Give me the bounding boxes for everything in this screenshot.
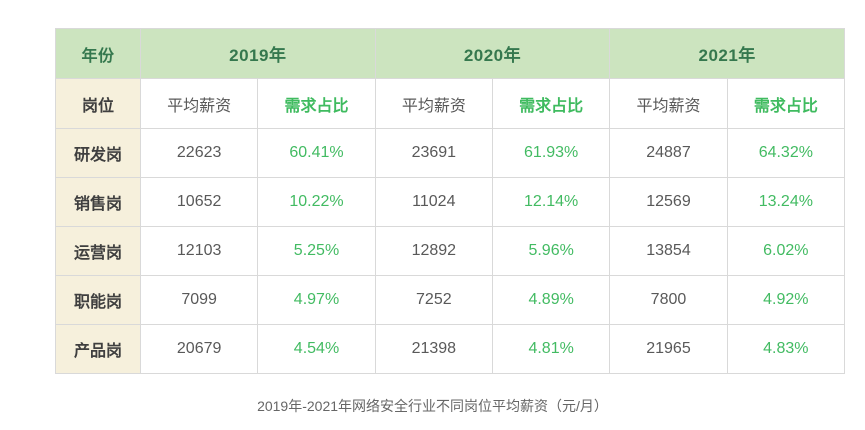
salary-header-2021: 平均薪资 <box>609 78 728 129</box>
year-header-row: 年份 2019年 2020年 2021年 <box>55 28 845 79</box>
metric-header-row: 岗位 平均薪资 需求占比 平均薪资 需求占比 平均薪资 需求占比 <box>55 78 846 129</box>
salary-value: 24887 <box>609 128 728 178</box>
salary-header-2020: 平均薪资 <box>374 78 493 129</box>
table-row-ops: 运营岗 12103 5.25% 12892 5.96% 13854 6.02% <box>55 226 846 276</box>
position-label: 销售岗 <box>55 177 141 227</box>
position-label: 研发岗 <box>55 128 141 178</box>
salary-header-2019: 平均薪资 <box>139 78 259 129</box>
demand-value: 4.92% <box>726 275 846 325</box>
demand-value: 12.14% <box>491 177 611 227</box>
demand-value: 64.32% <box>726 128 846 178</box>
table-row-rd: 研发岗 22623 60.41% 23691 61.93% 24887 64.3… <box>55 128 846 178</box>
demand-header-2021: 需求占比 <box>726 78 846 129</box>
salary-value: 10652 <box>139 177 259 227</box>
salary-value: 7252 <box>374 275 493 325</box>
demand-header-2019: 需求占比 <box>257 78 376 129</box>
corner-header-year: 年份 <box>55 28 141 79</box>
salary-value: 20679 <box>139 324 259 374</box>
salary-value: 12569 <box>609 177 728 227</box>
demand-header-2020: 需求占比 <box>491 78 611 129</box>
salary-table: 年份 2019年 2020年 2021年 岗位 平均薪资 需求占比 平均薪资 需… <box>55 28 846 374</box>
salary-value: 21965 <box>609 324 728 374</box>
salary-value: 12892 <box>374 226 493 276</box>
demand-value: 4.89% <box>491 275 611 325</box>
demand-value: 5.25% <box>257 226 376 276</box>
demand-value: 13.24% <box>726 177 846 227</box>
year-header-2021: 2021年 <box>609 28 845 79</box>
demand-value: 4.83% <box>726 324 846 374</box>
demand-value: 4.81% <box>491 324 611 374</box>
year-header-2020: 2020年 <box>374 28 611 79</box>
salary-value: 7800 <box>609 275 728 325</box>
year-header-2019: 2019年 <box>140 28 376 79</box>
salary-value: 11024 <box>374 177 493 227</box>
table-row-product: 产品岗 20679 4.54% 21398 4.81% 21965 4.83% <box>55 324 846 374</box>
salary-value: 22623 <box>139 128 259 178</box>
demand-value: 61.93% <box>491 128 611 178</box>
position-header: 岗位 <box>55 78 141 129</box>
demand-value: 5.96% <box>491 226 611 276</box>
salary-value: 21398 <box>374 324 493 374</box>
salary-value: 23691 <box>374 128 493 178</box>
table-caption: 2019年-2021年网络安全行业不同岗位平均薪资（元/月） <box>257 398 608 414</box>
table-row-functional: 职能岗 7099 4.97% 7252 4.89% 7800 4.92% <box>55 275 846 325</box>
demand-value: 60.41% <box>257 128 376 178</box>
demand-value: 6.02% <box>726 226 846 276</box>
salary-value: 7099 <box>139 275 259 325</box>
demand-value: 10.22% <box>257 177 376 227</box>
position-label: 职能岗 <box>55 275 141 325</box>
salary-value: 13854 <box>609 226 728 276</box>
position-label: 运营岗 <box>55 226 141 276</box>
table-row-sales: 销售岗 10652 10.22% 11024 12.14% 12569 13.2… <box>55 177 846 227</box>
demand-value: 4.54% <box>257 324 376 374</box>
salary-value: 12103 <box>139 226 259 276</box>
position-label: 产品岗 <box>55 324 141 374</box>
demand-value: 4.97% <box>257 275 376 325</box>
